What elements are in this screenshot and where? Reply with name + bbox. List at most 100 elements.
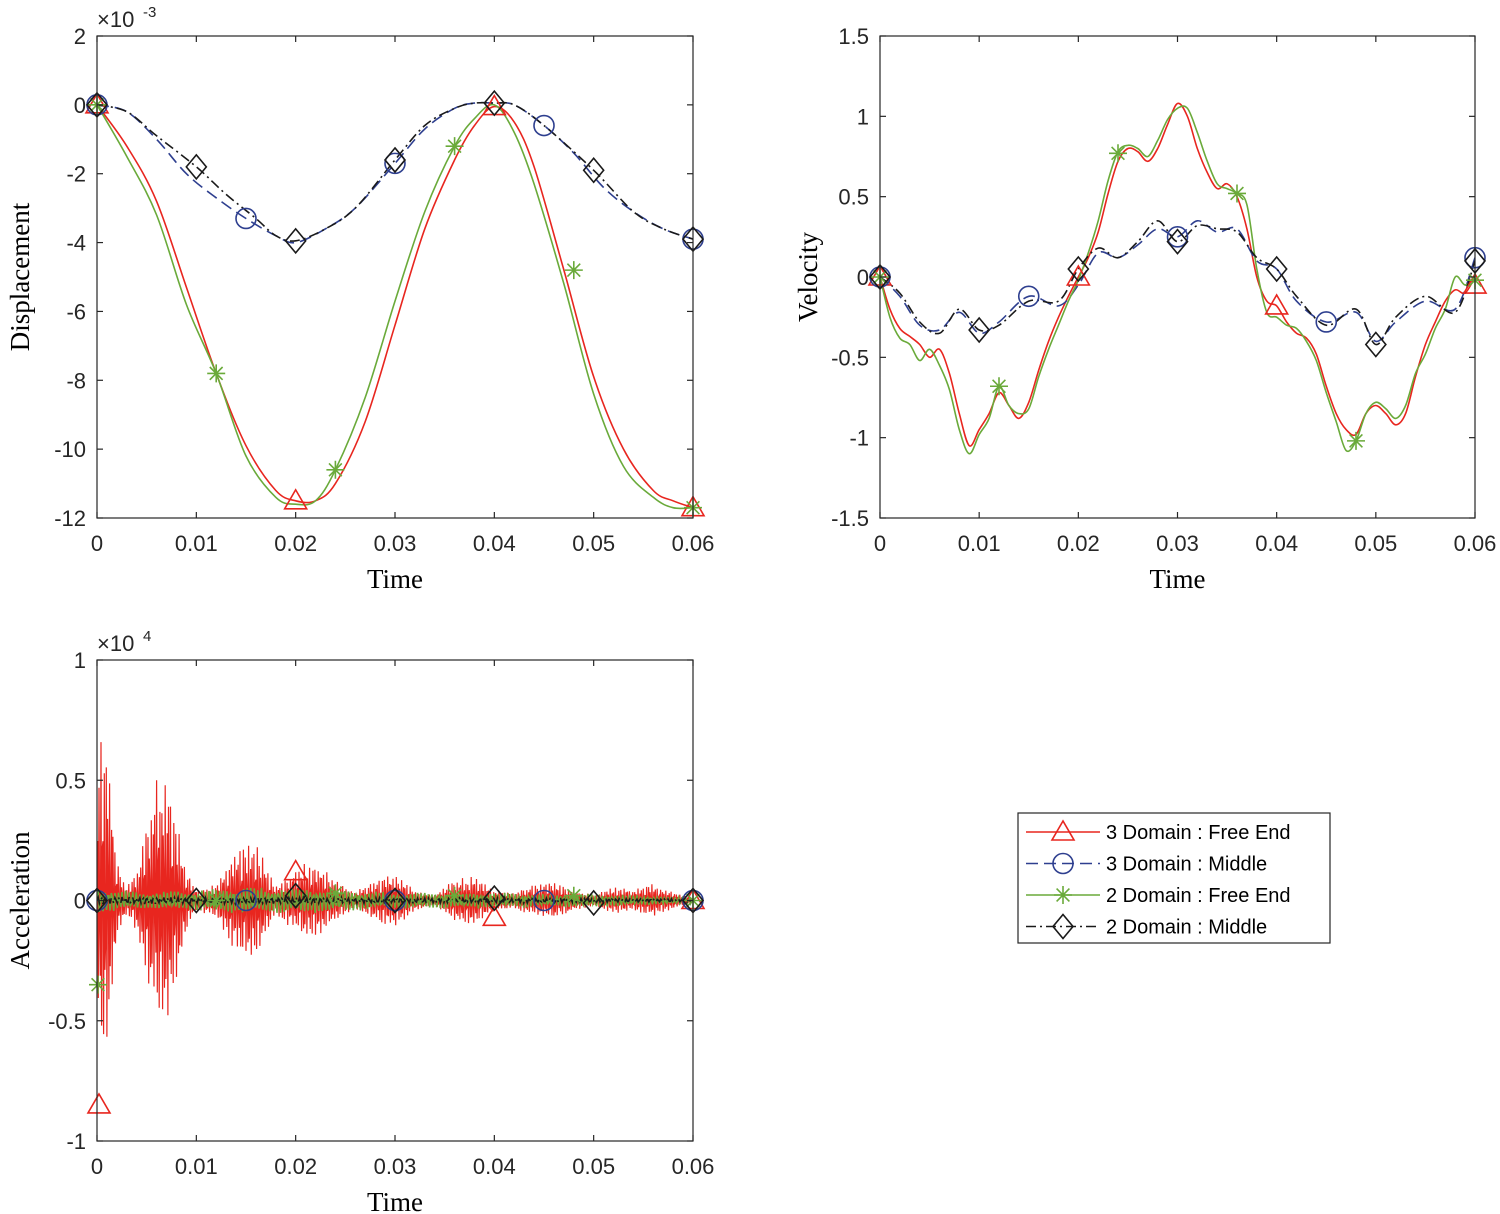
series-line-4 [97,101,693,242]
series-3-marker-4 [1228,184,1246,203]
x-tick-label: 0 [91,531,103,556]
series-2-marker-4 [533,114,555,137]
y-axis-multiplier-exponent: 4 [143,628,151,645]
x-tick-label: 0.02 [274,531,317,556]
series-3-marker-3 [1109,144,1127,163]
series-3-marker-3 [326,884,345,903]
y-tick-label: -2 [66,162,86,187]
series-1-marker-1 [86,1092,112,1114]
y-axis-label: Velocity [793,232,823,322]
x-tick-label: 0.06 [1454,531,1497,556]
x-tick-label: 0.01 [958,531,1001,556]
y-axis-multiplier: ×10 [97,7,134,32]
series-3-marker-3 [326,460,345,479]
y-tick-label: -6 [66,299,86,324]
series-line-4 [97,894,693,907]
legend-marker-2 [1052,852,1074,875]
series-line-4 [880,219,1475,346]
series-3-marker-5 [1347,431,1365,450]
acceleration-panel: 0 0.01 0.02 0.03 0.04 0.05 0.06 -1 -0.5 0 0.5 1 ×10 4… [5,628,714,1214]
legend-marker-4 [1051,913,1075,940]
y-tick-label: -4 [66,231,86,256]
x-tick-label: 0.04 [473,531,516,556]
y-tick-label: 1 [857,104,869,129]
x-tick-label: 0.06 [672,531,715,556]
series-1-marker-2 [283,488,309,510]
y-tick-label: -8 [66,368,86,393]
series-2-marker-3 [1166,226,1189,248]
series-4-marker-4 [1166,228,1189,255]
velocity-plot-area [880,36,1475,518]
x-axis-label: Time [1149,564,1205,594]
legend-marker-3 [1054,886,1072,904]
series-4-marker-2 [185,153,208,181]
series-2-marker-2 [1017,285,1040,308]
series-4-marker-3 [284,882,307,909]
series-3-marker-2 [207,891,226,910]
displacement-series-layer [97,101,693,510]
series-2-marker-4 [533,889,555,912]
y-tick-label: 0.5 [55,768,86,793]
y-axis-label: Acceleration [5,831,35,969]
series-4-marker-4 [383,146,407,174]
series-3-marker-5 [564,886,583,905]
x-tick-label: 0 [91,1154,103,1179]
series-line-2 [97,101,693,244]
y-tick-label: -10 [54,437,86,462]
y-axis-multiplier-exponent: -3 [143,4,156,21]
series-4-marker-2 [185,887,208,914]
velocity-panel: 0 0.01 0.02 0.03 0.04 0.05 0.06 -1.5 -1 -0.5 0 0.5 1… [793,24,1496,594]
series-2-marker-4 [1315,311,1338,333]
x-tick-label: 0.05 [1354,531,1397,556]
x-tick-label: 0.02 [1057,531,1100,556]
y-tick-label: -0.5 [831,345,869,370]
series-4-marker-3 [284,227,307,255]
series-3-marker-4 [445,886,464,905]
series-3-marker-2 [207,364,226,383]
series-4-marker-6 [582,157,605,184]
series-3-marker-2 [990,377,1008,396]
series-2-marker-3 [384,152,406,175]
series-line-1 [97,742,693,1037]
series-3-marker-5 [564,261,583,280]
acceleration-series-layer [97,742,693,1037]
x-tick-label: 0.03 [374,531,417,556]
series-line-3 [880,105,1475,455]
x-tick-label: 0.02 [274,1154,317,1179]
legend-label-4: 2 Domain : Middle [1106,917,1267,939]
y-axis-multiplier: ×10 [97,631,134,656]
series-1-marker-3 [481,904,507,927]
x-tick-label: 0.01 [175,531,218,556]
y-tick-label: -1 [849,426,869,451]
series-4-marker-6 [582,889,605,917]
x-tick-label: 0 [874,531,886,556]
series-4-marker-5 [483,884,506,912]
y-tick-label: 0 [857,265,869,290]
legend-label-2: 3 Domain : Middle [1106,854,1267,876]
y-tick-label: -1 [66,1129,86,1154]
y-tick-label: 0 [74,889,86,914]
y-tick-label: 1 [74,648,86,673]
y-tick-label: 0 [74,93,86,118]
y-tick-label: 1.5 [838,24,869,49]
x-tick-label: 0.03 [374,1154,417,1179]
y-tick-label: 0.5 [838,185,869,210]
displacement-plot-area [97,36,693,518]
series-4-marker-3 [1067,255,1090,283]
x-tick-label: 0.03 [1156,531,1199,556]
x-tick-label: 0.06 [672,1154,715,1179]
x-tick-label: 0.01 [175,1154,218,1179]
series-3-marker-4 [445,137,464,156]
series-4-marker-5 [483,89,506,117]
x-axis-label: Time [367,1187,423,1214]
x-tick-label: 0.05 [572,531,615,556]
series-4-marker-4 [383,887,407,914]
series-4-marker-2 [968,316,991,344]
series-line-1 [880,102,1475,447]
y-tick-label: -1.5 [831,506,869,531]
y-axis-label: Displacement [5,202,35,351]
series-4-marker-6 [1364,331,1387,358]
x-tick-label: 0.04 [473,1154,516,1179]
